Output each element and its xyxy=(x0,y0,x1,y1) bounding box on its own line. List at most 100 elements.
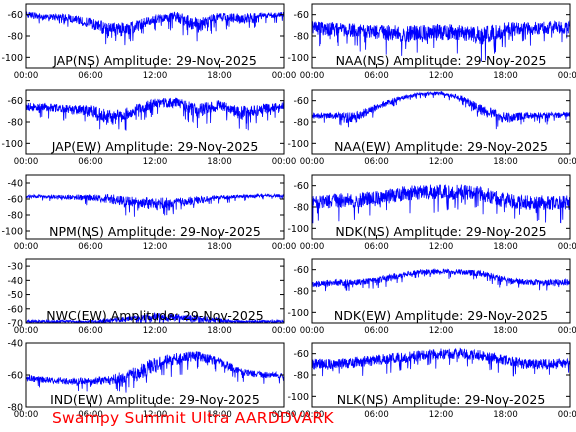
y-tick-label: -60 xyxy=(293,181,309,192)
x-tick-label: 18:00 xyxy=(493,71,518,81)
x-tick-label: 00:00 xyxy=(14,410,39,420)
x-tick-label: 00:00 xyxy=(272,410,297,420)
y-tick-label: -60 xyxy=(7,10,23,21)
y-tick-label: -60 xyxy=(7,195,23,206)
y-tick-label: -80 xyxy=(7,211,23,222)
x-tick-label: 06:00 xyxy=(78,71,103,81)
y-tick-label: -60 xyxy=(7,371,23,382)
x-tick-label: 06:00 xyxy=(364,410,389,420)
y-tick-label: -100 xyxy=(287,53,309,64)
x-tick-label: 00:00 xyxy=(300,410,325,420)
series-line xyxy=(312,184,570,224)
x-tick-label: 12:00 xyxy=(429,242,454,252)
x-tick-label: 00:00 xyxy=(558,242,576,252)
y-tick-label: -100 xyxy=(287,139,309,150)
y-tick-label: -40 xyxy=(7,179,23,190)
panel-7: -60 -80 -100 00:00 06:00 12:00 18:00 00:00 NDK(E… xyxy=(287,258,576,336)
x-tick-label: 00:00 xyxy=(558,410,576,420)
y-tick-label: -100 xyxy=(287,308,309,319)
x-tick-label: 18:00 xyxy=(207,242,232,252)
x-tick-label: 00:00 xyxy=(300,326,325,336)
x-tick-label: 18:00 xyxy=(207,326,232,336)
x-tick-label: 00:00 xyxy=(558,71,576,81)
y-tick-label: -40 xyxy=(7,339,23,350)
x-tick-label: 00:00 xyxy=(300,242,325,252)
panel-title: NPM(NS) Amplitude: 29-Nov-2025 xyxy=(49,224,261,239)
panel-title: NDK(EW) Amplitude: 29-Nov-2025 xyxy=(334,308,548,323)
y-tick-label: -80 xyxy=(293,32,309,43)
series-line xyxy=(26,351,284,393)
series-line xyxy=(26,11,284,46)
series-line xyxy=(312,347,570,377)
y-tick-label: -60 xyxy=(293,349,309,360)
x-tick-label: 18:00 xyxy=(207,157,232,167)
panel-title: NAA(NS) Amplitude: 29-Nov-2025 xyxy=(336,53,547,68)
x-tick-label: 12:00 xyxy=(143,410,168,420)
x-tick-label: 00:00 xyxy=(558,157,576,167)
x-tick-label: 18:00 xyxy=(207,410,232,420)
y-tick-label: -60 xyxy=(293,10,309,21)
y-tick-label: -100 xyxy=(1,227,23,238)
x-tick-label: 06:00 xyxy=(364,71,389,81)
x-tick-label: 18:00 xyxy=(493,242,518,252)
x-tick-label: 12:00 xyxy=(143,326,168,336)
x-tick-label: 12:00 xyxy=(429,157,454,167)
x-tick-label: 18:00 xyxy=(493,410,518,420)
y-tick-label: -60 xyxy=(7,304,23,315)
x-tick-label: 00:00 xyxy=(272,326,297,336)
y-tick-label: -50 xyxy=(7,290,23,301)
x-tick-label: 00:00 xyxy=(14,71,39,81)
panel-title: IND(EW) Amplitude: 29-Nov-2025 xyxy=(50,392,260,407)
x-tick-label: 12:00 xyxy=(143,157,168,167)
x-tick-label: 12:00 xyxy=(429,71,454,81)
x-tick-label: 06:00 xyxy=(78,410,103,420)
x-tick-label: 00:00 xyxy=(14,242,39,252)
x-tick-label: 06:00 xyxy=(78,157,103,167)
y-tick-label: -60 xyxy=(293,265,309,276)
x-tick-label: 12:00 xyxy=(429,326,454,336)
x-tick-label: 18:00 xyxy=(493,157,518,167)
y-tick-label: -60 xyxy=(7,96,23,107)
y-tick-label: -80 xyxy=(7,403,23,414)
panel-4: -40 -60 -80 -100 00:00 06:00 12:00 18:00 00:00 NP… xyxy=(1,174,297,252)
y-tick-label: -60 xyxy=(293,96,309,107)
x-tick-label: 00:00 xyxy=(272,157,297,167)
panel-title: JAP(NS) Amplitude: 29-Nov-2025 xyxy=(52,53,257,68)
y-tick-label: -100 xyxy=(1,139,23,150)
x-tick-label: 00:00 xyxy=(300,71,325,81)
x-tick-label: 12:00 xyxy=(143,71,168,81)
x-tick-label: 06:00 xyxy=(364,326,389,336)
y-tick-label: -80 xyxy=(293,118,309,129)
x-tick-label: 00:00 xyxy=(14,157,39,167)
panel-1: -60 -80 -100 00:00 06:00 12:00 18:00 00:00 NAA(N… xyxy=(287,3,576,81)
x-tick-label: 06:00 xyxy=(78,242,103,252)
y-tick-label: -80 xyxy=(7,118,23,129)
panel-5: -60 -80 -100 00:00 06:00 12:00 18:00 00:00 NDK(N… xyxy=(287,174,576,252)
panel-title: NDK(NS) Amplitude: 29-Nov-2025 xyxy=(335,224,546,239)
y-tick-label: -80 xyxy=(7,32,23,43)
y-tick-label: -70 xyxy=(7,319,23,330)
y-tick-label: -80 xyxy=(293,287,309,298)
x-tick-label: 00:00 xyxy=(558,326,576,336)
series-line xyxy=(312,267,570,292)
x-tick-label: 12:00 xyxy=(429,410,454,420)
series-line xyxy=(26,192,284,217)
x-tick-label: 00:00 xyxy=(300,157,325,167)
y-tick-label: -80 xyxy=(293,371,309,382)
x-tick-label: 00:00 xyxy=(272,242,297,252)
panel-0: -60 -80 -100 00:00 06:00 12:00 18:00 00:00 JAP(N… xyxy=(1,3,297,81)
y-tick-label: -100 xyxy=(287,392,309,403)
x-tick-label: 06:00 xyxy=(78,326,103,336)
x-tick-label: 00:00 xyxy=(272,71,297,81)
site-footer-label: Swampy Summit Ultra AARDDVARK xyxy=(52,409,334,427)
series-line xyxy=(26,97,284,131)
panel-title: JAP(EW) Amplitude: 29-Nov-2025 xyxy=(51,139,259,154)
series-line xyxy=(312,90,570,130)
y-tick-label: -40 xyxy=(7,276,23,287)
series-line xyxy=(312,20,570,62)
x-tick-label: 12:00 xyxy=(143,242,168,252)
x-tick-label: 06:00 xyxy=(364,157,389,167)
